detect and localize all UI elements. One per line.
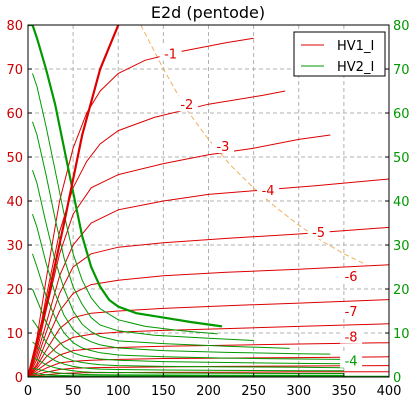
y-tick-label: 30 <box>6 239 23 254</box>
curve-label-7: -8 <box>345 331 358 346</box>
curve-label-bg <box>340 328 363 344</box>
y-tick-label: 50 <box>6 151 23 166</box>
curve-label-3: -4 <box>262 184 275 199</box>
x-tick-label: 0 <box>24 384 32 399</box>
hv2-curve-22 <box>32 367 344 376</box>
hv1-curve-6 <box>28 299 389 377</box>
hv1-curve-5 <box>28 264 389 377</box>
hv2-curve-13 <box>32 73 218 335</box>
curve-label-4: -5 <box>312 226 325 241</box>
x-tick-label: 200 <box>196 384 221 399</box>
hv2-curve-18 <box>32 288 344 365</box>
hv2-curve-15 <box>32 170 290 349</box>
y-tick-label: 80 <box>6 19 23 34</box>
y2-tick-label: 80 <box>393 19 410 34</box>
x-tick-label: 250 <box>241 384 266 399</box>
y-tick-label: 40 <box>6 195 23 210</box>
y-tick-label: 60 <box>6 107 23 122</box>
y-tick-label: 10 <box>6 327 23 342</box>
curve-label-bg <box>175 96 198 112</box>
hv2-curve-12 <box>28 25 223 328</box>
curve-label-0: -1 <box>164 48 177 63</box>
x-tick-label: 150 <box>151 384 176 399</box>
x-tick-label: 300 <box>286 384 311 399</box>
curve-label-bg <box>340 267 363 283</box>
x-tick-label: 350 <box>331 384 356 399</box>
chart-title: E2d (pentode) <box>151 3 265 22</box>
y-tick-label: 0 <box>15 371 23 386</box>
curve-label-6: -7 <box>345 305 358 320</box>
hv2-curve-19 <box>32 319 344 369</box>
y2-tick-label: 60 <box>393 107 410 122</box>
knee-line <box>28 25 120 377</box>
y2-tick-label: 0 <box>393 371 401 386</box>
curve-label-1: -2 <box>180 98 193 113</box>
curve-label-bg <box>159 45 182 61</box>
hv1-curve-1 <box>28 90 286 377</box>
y-tick-label: 70 <box>6 63 23 78</box>
curve-label-bg <box>257 182 280 197</box>
hv2-curve-21 <box>32 356 344 374</box>
y2-tick-label: 70 <box>393 63 410 78</box>
x-tick-label: 100 <box>106 384 131 399</box>
y2-tick-label: 30 <box>393 239 410 254</box>
hv2-curve-20 <box>32 341 344 372</box>
x-tick-label: 400 <box>377 384 402 399</box>
y2-tick-label: 20 <box>393 283 410 298</box>
curve-label-bg <box>340 303 363 318</box>
hv1-curve-10 <box>28 365 389 377</box>
curve-label-2: -3 <box>216 140 229 155</box>
curve-label-8: -4 <box>345 355 358 370</box>
curve-label-5: -6 <box>345 270 358 285</box>
legend-label: HV1_I <box>337 39 374 54</box>
hv1-curve-8 <box>28 342 389 377</box>
curve-labels: -1 -2 -3 -4 -5 -6 -7 -8 -4 <box>159 45 363 370</box>
hv2-curve-16 <box>32 214 331 355</box>
hv1-curve-7 <box>28 323 389 377</box>
series-layer <box>28 25 389 377</box>
y-tick-label: 20 <box>6 283 23 298</box>
y2-tick-label: 10 <box>393 327 410 342</box>
legend-box <box>293 31 386 77</box>
hv1-curve-4 <box>28 226 389 377</box>
legend: HV1_I HV2_I <box>293 31 386 77</box>
curve-label-bg <box>211 138 234 153</box>
x-tick-label: 50 <box>65 384 82 399</box>
y2-tick-label: 40 <box>393 195 410 210</box>
legend-label: HV2_I <box>337 60 374 75</box>
y2-tick-label: 50 <box>393 151 410 166</box>
curve-label-bg <box>340 352 363 368</box>
hv2-curve-14 <box>32 121 254 341</box>
curve-label-bg <box>307 223 330 239</box>
axis-ticks: 0 50 100 150 200 250 300 350 4000102030405060708… <box>6 19 409 399</box>
